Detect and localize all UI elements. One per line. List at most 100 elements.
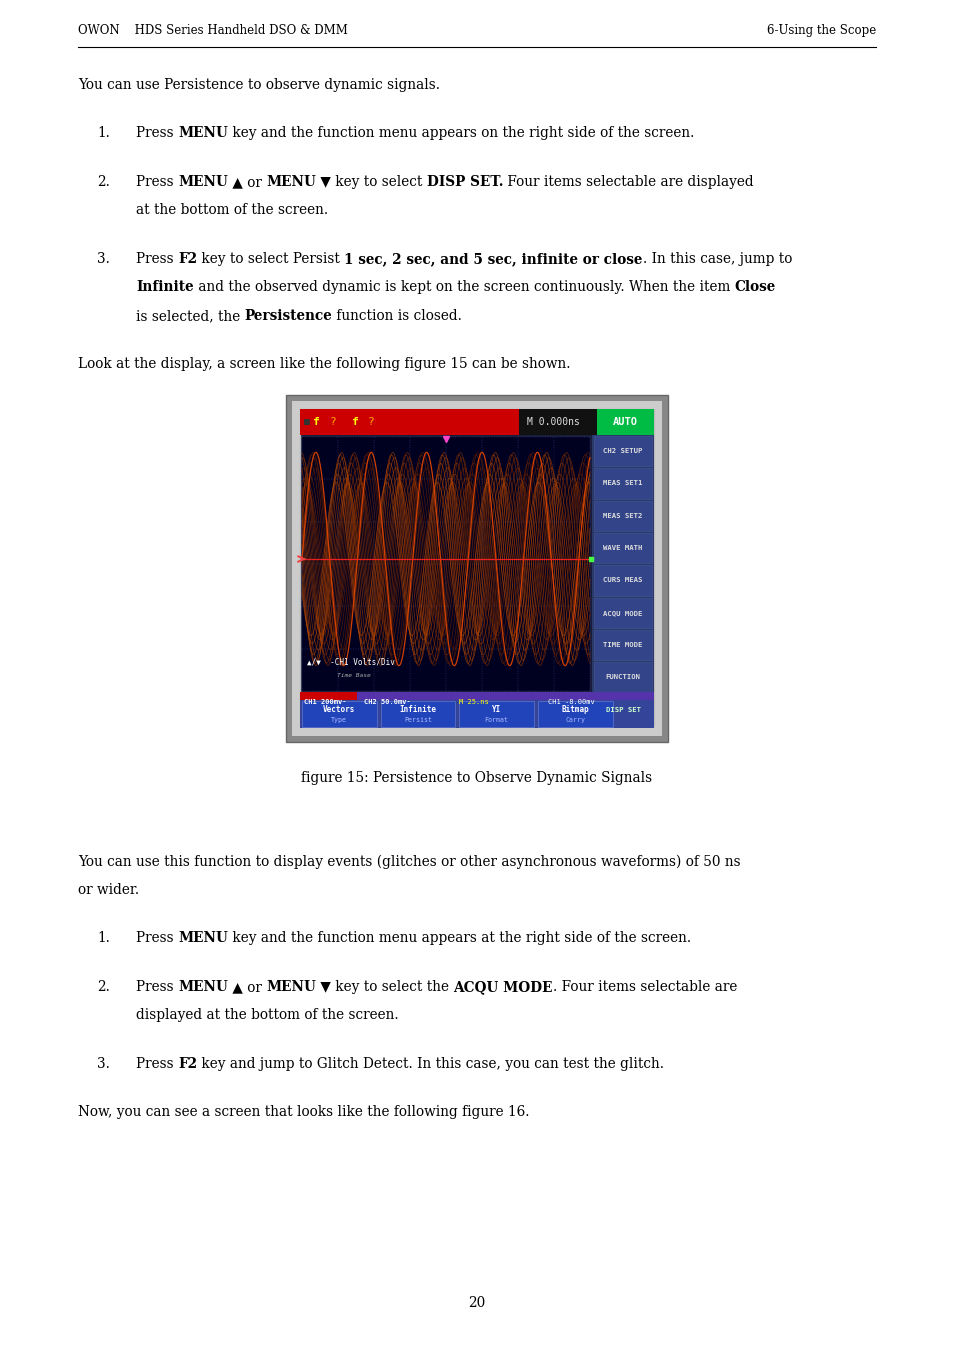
Text: CH1 -8.00mv: CH1 -8.00mv <box>547 699 594 705</box>
Text: 1.: 1. <box>97 127 110 140</box>
Text: MENU: MENU <box>178 176 228 189</box>
Text: f: f <box>313 417 319 427</box>
Text: You can use this function to display events (glitches or other asynchronous wave: You can use this function to display eve… <box>78 855 740 869</box>
Text: AUTO: AUTO <box>613 417 638 427</box>
Text: ACQU MODE: ACQU MODE <box>602 610 642 616</box>
Text: Format: Format <box>484 717 508 724</box>
Text: . Four items selectable are: . Four items selectable are <box>553 980 737 994</box>
Text: Time Base: Time Base <box>336 674 371 678</box>
Text: MEAS SET1: MEAS SET1 <box>602 481 642 486</box>
Text: Vectors: Vectors <box>323 705 355 714</box>
Text: You can use Persistence to observe dynamic signals.: You can use Persistence to observe dynam… <box>78 78 439 92</box>
Text: CH1 200mv-: CH1 200mv- <box>304 699 346 705</box>
Bar <box>594 663 651 693</box>
Text: 6-Using the Scope: 6-Using the Scope <box>766 24 875 36</box>
Text: Press: Press <box>136 931 178 945</box>
Bar <box>594 566 651 595</box>
Text: 3.: 3. <box>97 252 110 266</box>
Text: M 0.000ns: M 0.000ns <box>526 417 579 427</box>
Bar <box>356 693 654 711</box>
Text: CH2 50.0mv-: CH2 50.0mv- <box>363 699 410 705</box>
Text: Look at the display, a screen like the following figure 15 can be shown.: Look at the display, a screen like the f… <box>78 358 570 371</box>
Text: 1 sec, 2 sec, and 5 sec, infinite or close: 1 sec, 2 sec, and 5 sec, infinite or clo… <box>344 252 642 266</box>
Text: f: f <box>352 417 358 427</box>
Text: 2.: 2. <box>97 176 110 189</box>
Text: and the observed dynamic is kept on the screen continuously. When the item: and the observed dynamic is kept on the … <box>193 281 734 294</box>
Text: key to select Persist: key to select Persist <box>197 252 344 266</box>
Bar <box>594 501 651 531</box>
Bar <box>302 437 589 691</box>
Text: Infinite: Infinite <box>136 281 193 294</box>
Bar <box>594 436 651 466</box>
Text: Persist: Persist <box>403 717 432 724</box>
Text: F2: F2 <box>178 1057 197 1071</box>
Text: MENU: MENU <box>178 127 228 140</box>
Text: ▲ or: ▲ or <box>228 980 266 994</box>
Text: MEAS SET2: MEAS SET2 <box>602 513 642 518</box>
Text: ▲ or: ▲ or <box>228 176 266 189</box>
Text: MENU: MENU <box>266 980 315 994</box>
Text: MENU: MENU <box>178 931 228 945</box>
Bar <box>299 409 654 726</box>
Bar <box>597 409 654 435</box>
Text: ?: ? <box>330 417 336 427</box>
Text: ACQU MODE: ACQU MODE <box>453 980 553 994</box>
Text: figure 15: Persistence to Observe Dynamic Signals: figure 15: Persistence to Observe Dynami… <box>301 771 652 784</box>
Bar <box>458 701 534 728</box>
Text: ▲/▼  -CH1 Volts/Div: ▲/▼ -CH1 Volts/Div <box>307 657 395 667</box>
Text: Press: Press <box>136 176 178 189</box>
Text: WAVE MATH: WAVE MATH <box>602 545 642 551</box>
Bar <box>302 701 376 728</box>
Text: 20: 20 <box>468 1296 485 1310</box>
Text: Bitmap: Bitmap <box>561 705 589 714</box>
Text: key and the function menu appears at the right side of the screen.: key and the function menu appears at the… <box>228 931 690 945</box>
Bar <box>286 396 667 742</box>
Text: 2.: 2. <box>97 980 110 994</box>
Text: ?: ? <box>368 417 375 427</box>
Text: TIME MODE: TIME MODE <box>602 643 642 648</box>
Text: OWON    HDS Series Handheld DSO & DMM: OWON HDS Series Handheld DSO & DMM <box>78 24 348 36</box>
Text: CURS MEAS: CURS MEAS <box>602 578 642 583</box>
Text: Press: Press <box>136 1057 178 1071</box>
Text: Infinite: Infinite <box>399 705 436 714</box>
Text: Press: Press <box>136 980 178 994</box>
Text: Carry: Carry <box>565 717 585 724</box>
Bar <box>594 695 651 725</box>
Bar <box>299 409 519 435</box>
Text: key and the function menu appears on the right side of the screen.: key and the function menu appears on the… <box>228 127 694 140</box>
Text: key and jump to Glitch Detect. In this case, you can test the glitch.: key and jump to Glitch Detect. In this c… <box>197 1057 663 1071</box>
Text: Four items selectable are displayed: Four items selectable are displayed <box>503 176 753 189</box>
Bar <box>594 630 651 660</box>
Text: ▼ key to select: ▼ key to select <box>315 176 426 189</box>
Text: Now, you can see a screen that looks like the following figure 16.: Now, you can see a screen that looks lik… <box>78 1106 529 1119</box>
Bar <box>594 598 651 628</box>
Text: 3.: 3. <box>97 1057 110 1071</box>
Text: YI: YI <box>492 705 500 714</box>
Text: DISP SET.: DISP SET. <box>426 176 503 189</box>
Bar <box>594 468 651 498</box>
Bar <box>299 701 654 728</box>
Text: DISP SET: DISP SET <box>605 707 639 713</box>
Text: . In this case, jump to: . In this case, jump to <box>642 252 791 266</box>
Text: MENU: MENU <box>266 176 315 189</box>
Text: Press: Press <box>136 127 178 140</box>
Text: function is closed.: function is closed. <box>332 309 462 323</box>
Text: Close: Close <box>734 281 775 294</box>
Bar <box>380 701 455 728</box>
Text: Press: Press <box>136 252 178 266</box>
Bar <box>299 693 356 711</box>
Text: or wider.: or wider. <box>78 883 139 896</box>
Text: MENU: MENU <box>178 980 228 994</box>
Text: ▼ key to select the: ▼ key to select the <box>315 980 453 994</box>
Text: at the bottom of the screen.: at the bottom of the screen. <box>136 204 328 217</box>
Text: Type: Type <box>331 717 347 724</box>
Bar <box>519 409 597 435</box>
Bar <box>537 701 612 728</box>
Text: F2: F2 <box>178 252 197 266</box>
Bar <box>292 401 661 736</box>
Text: CH2 SETUP: CH2 SETUP <box>602 448 642 454</box>
Text: M 25.ns: M 25.ns <box>458 699 489 705</box>
Bar <box>592 435 654 726</box>
Text: FUNCTION: FUNCTION <box>605 675 639 680</box>
Bar <box>594 533 651 563</box>
